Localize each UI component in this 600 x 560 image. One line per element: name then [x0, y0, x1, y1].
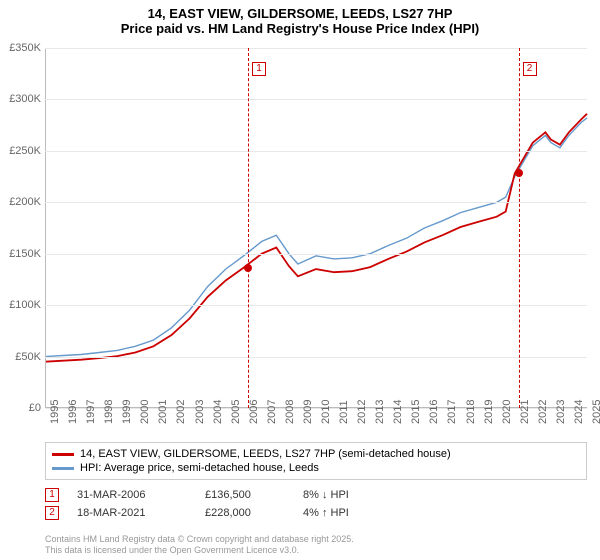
x-tick-label: 2020 [501, 400, 513, 424]
x-tick-label: 2016 [428, 400, 440, 424]
sale-row-badge: 2 [45, 506, 59, 520]
sale-event-badge: 1 [252, 62, 266, 76]
x-tick-label: 2025 [591, 400, 600, 424]
gridline-h [45, 202, 587, 203]
chart-plot-area: £0£50K£100K£150K£200K£250K£300K£350K1995… [45, 48, 587, 408]
sale-row-price: £136,500 [205, 489, 285, 501]
sale-row-date: 18-MAR-2021 [77, 507, 187, 519]
attribution-footer: Contains HM Land Registry data © Crown c… [45, 534, 354, 556]
sale-marker [515, 169, 523, 177]
footer-line-2: This data is licensed under the Open Gov… [45, 545, 354, 556]
legend-label: HPI: Average price, semi-detached house,… [80, 462, 319, 474]
x-tick-label: 1997 [85, 400, 97, 424]
title-address: 14, EAST VIEW, GILDERSOME, LEEDS, LS27 7… [0, 6, 600, 21]
sale-row-delta: 8% ↓ HPI [303, 489, 393, 501]
y-tick-label: £200K [0, 196, 41, 208]
gridline-h [45, 305, 587, 306]
sales-row: 1 31-MAR-2006 £136,500 8% ↓ HPI [45, 486, 393, 504]
x-tick-label: 1995 [49, 400, 61, 424]
y-tick-label: £300K [0, 93, 41, 105]
footer-line-1: Contains HM Land Registry data © Crown c… [45, 534, 354, 545]
x-tick-label: 2018 [465, 400, 477, 424]
sale-row-delta: 4% ↑ HPI [303, 507, 393, 519]
y-tick-label: £250K [0, 145, 41, 157]
x-tick-label: 2005 [230, 400, 242, 424]
x-tick-label: 2009 [302, 400, 314, 424]
series-line [45, 118, 587, 357]
legend-swatch [52, 453, 74, 456]
x-tick-label: 2024 [573, 400, 585, 424]
title-subtitle: Price paid vs. HM Land Registry's House … [0, 21, 600, 36]
x-tick-label: 2004 [212, 400, 224, 424]
x-tick-label: 2010 [320, 400, 332, 424]
y-tick-label: £100K [0, 299, 41, 311]
legend-swatch [52, 467, 74, 470]
x-tick-label: 2021 [519, 400, 531, 424]
legend-row: HPI: Average price, semi-detached house,… [52, 461, 580, 475]
gridline-h [45, 48, 587, 49]
sale-row-badge: 1 [45, 488, 59, 502]
y-tick-label: £0 [0, 402, 41, 414]
legend-row: 14, EAST VIEW, GILDERSOME, LEEDS, LS27 7… [52, 447, 580, 461]
x-tick-label: 2003 [194, 400, 206, 424]
y-tick-label: £150K [0, 248, 41, 260]
sale-event-line [519, 48, 520, 408]
x-tick-label: 2008 [284, 400, 296, 424]
x-tick-label: 2000 [139, 400, 151, 424]
sales-row: 2 18-MAR-2021 £228,000 4% ↑ HPI [45, 504, 393, 522]
x-tick-label: 2013 [374, 400, 386, 424]
gridline-h [45, 99, 587, 100]
x-tick-label: 2017 [446, 400, 458, 424]
legend: 14, EAST VIEW, GILDERSOME, LEEDS, LS27 7… [45, 442, 587, 480]
y-tick-label: £350K [0, 42, 41, 54]
sale-marker [244, 264, 252, 272]
x-tick-label: 2007 [266, 400, 278, 424]
gridline-h [45, 151, 587, 152]
x-tick-label: 1998 [103, 400, 115, 424]
sale-event-line [248, 48, 249, 408]
x-tick-label: 2001 [157, 400, 169, 424]
legend-label: 14, EAST VIEW, GILDERSOME, LEEDS, LS27 7… [80, 448, 451, 460]
gridline-h [45, 254, 587, 255]
sale-row-price: £228,000 [205, 507, 285, 519]
gridline-h [45, 357, 587, 358]
x-tick-label: 2015 [410, 400, 422, 424]
chart-title-block: 14, EAST VIEW, GILDERSOME, LEEDS, LS27 7… [0, 0, 600, 40]
x-tick-label: 2019 [483, 400, 495, 424]
y-tick-label: £50K [0, 351, 41, 363]
x-tick-label: 1996 [67, 400, 79, 424]
x-tick-label: 1999 [121, 400, 133, 424]
chart-lines-svg [45, 48, 587, 408]
x-tick-label: 2014 [392, 400, 404, 424]
x-tick-label: 2002 [175, 400, 187, 424]
x-tick-label: 2011 [338, 400, 350, 424]
y-axis-line [45, 48, 46, 408]
sales-table: 1 31-MAR-2006 £136,500 8% ↓ HPI 2 18-MAR-2021… [45, 486, 393, 522]
x-tick-label: 2022 [537, 400, 549, 424]
sale-event-badge: 2 [523, 62, 537, 76]
x-tick-label: 2012 [356, 400, 368, 424]
sale-row-date: 31-MAR-2006 [77, 489, 187, 501]
x-tick-label: 2006 [248, 400, 260, 424]
x-tick-label: 2023 [555, 400, 567, 424]
